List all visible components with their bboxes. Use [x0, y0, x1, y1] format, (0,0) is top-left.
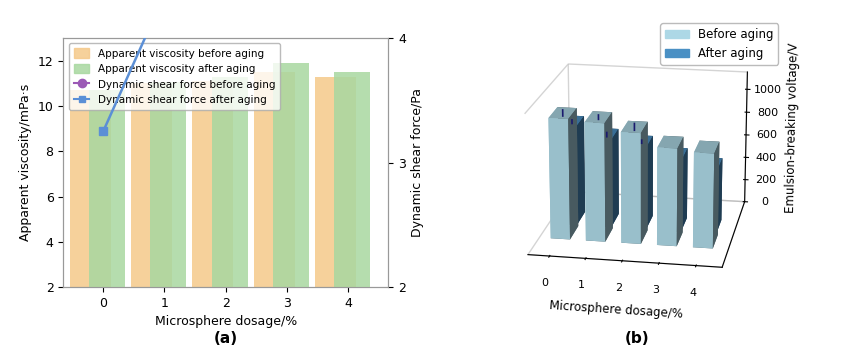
Bar — [70, 90, 111, 333]
X-axis label: Microsphere dosage/%: Microsphere dosage/% — [154, 316, 297, 328]
Text: (a): (a) — [214, 330, 238, 346]
Legend: Before aging, After aging: Before aging, After aging — [660, 23, 778, 65]
Bar — [273, 63, 309, 333]
X-axis label: Microsphere dosage/%: Microsphere dosage/% — [549, 299, 683, 320]
Bar — [212, 76, 247, 333]
Bar — [192, 81, 234, 333]
Legend: Apparent viscosity before aging, Apparent viscosity after aging, Dynamic shear f: Apparent viscosity before aging, Apparen… — [68, 43, 280, 110]
Bar — [253, 72, 295, 333]
Bar — [334, 72, 371, 333]
Y-axis label: Apparent viscosity/mPa·s: Apparent viscosity/mPa·s — [19, 84, 32, 241]
Y-axis label: Dynamic shear force/Pa: Dynamic shear force/Pa — [411, 88, 425, 237]
Bar — [315, 76, 356, 333]
Bar — [131, 83, 172, 333]
Text: (b): (b) — [625, 330, 650, 346]
Bar — [150, 82, 187, 333]
Bar — [89, 90, 125, 333]
